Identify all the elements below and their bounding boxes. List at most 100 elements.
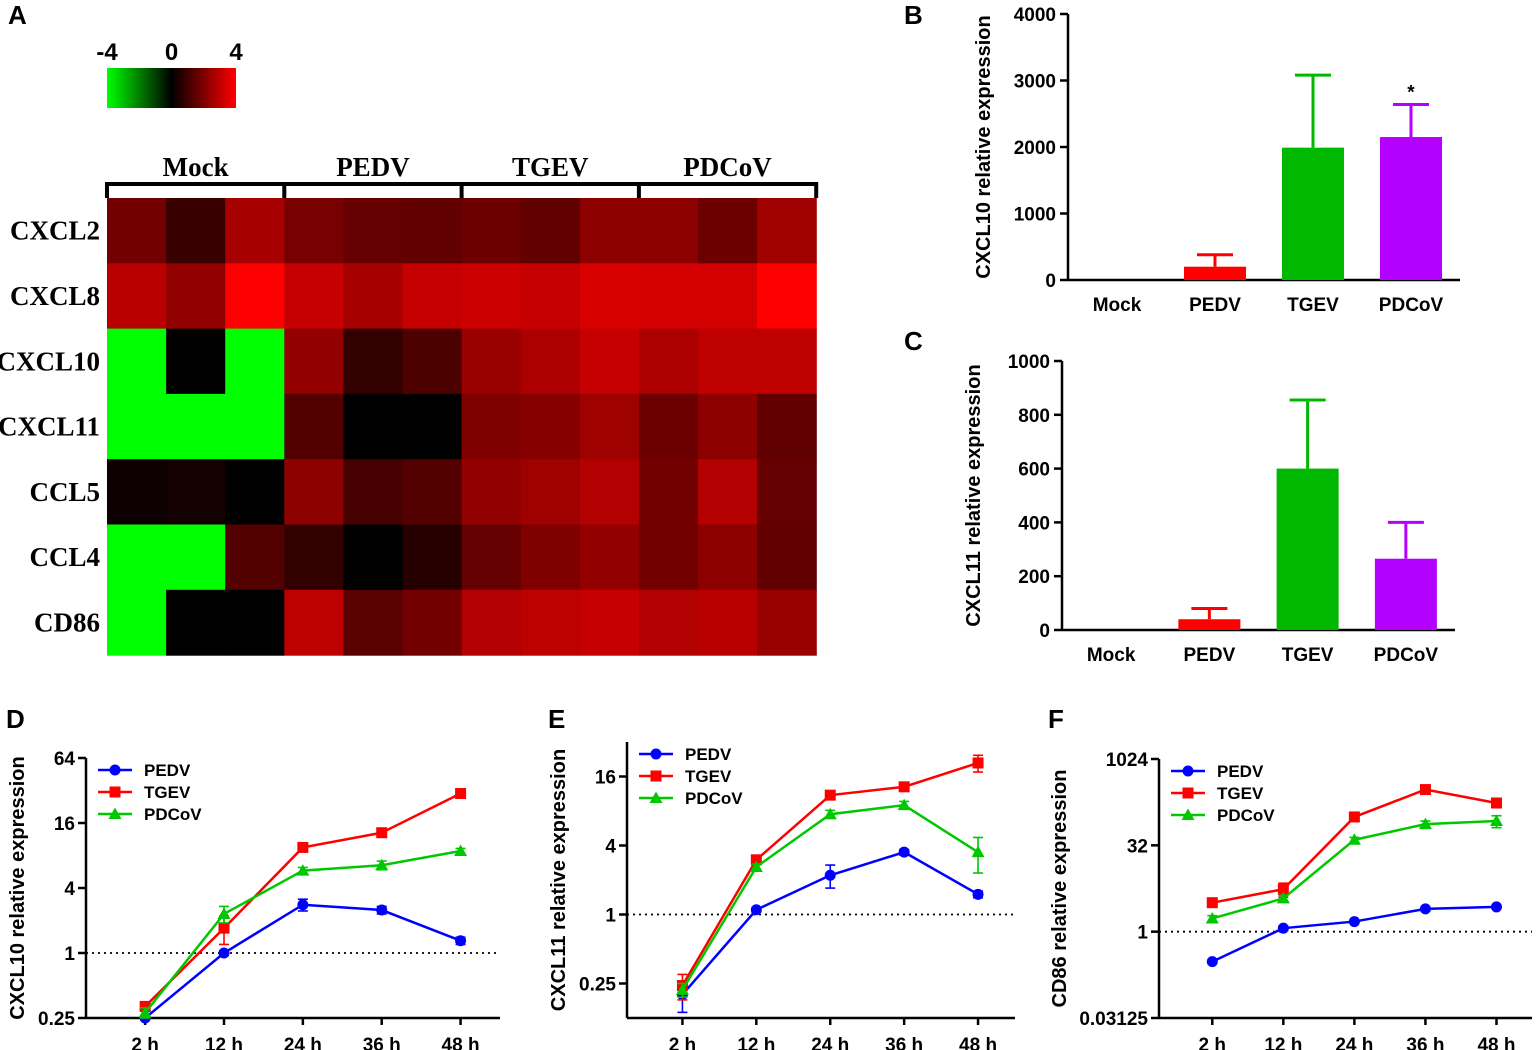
- data-point: [897, 798, 911, 811]
- heatmap-cell: [402, 263, 463, 330]
- heatmap-cell: [579, 393, 640, 460]
- x-tick-label: 24 h: [811, 1035, 849, 1050]
- legend-label: PEDV: [144, 761, 191, 780]
- group-label: Mock: [163, 152, 229, 182]
- y-tick-label: 4000: [1014, 5, 1056, 26]
- x-tick-label: 36 h: [363, 1035, 401, 1050]
- data-point: [1182, 765, 1194, 777]
- data-point: [1181, 808, 1195, 820]
- heatmap-cell: [343, 459, 404, 526]
- heatmap-cell: [402, 393, 463, 460]
- heatmap-cell: [579, 263, 640, 330]
- data-point: [972, 888, 984, 900]
- data-point: [297, 841, 309, 853]
- group-label: PEDV: [336, 152, 410, 182]
- y-tick-label: 1024: [1106, 750, 1149, 771]
- heatmap-cell: [698, 198, 758, 264]
- colorbar-label: 0: [165, 39, 178, 66]
- heatmap-cell: [698, 328, 758, 395]
- line-chart-cxcl10-time: 0.25 1 4 16 64 2 h 12 h 24 h 36 h 48 h PEDV TGEV PDC…: [7, 749, 500, 1050]
- colorbar: [107, 68, 236, 108]
- data-point: [109, 764, 121, 776]
- heatmap-cell: [461, 393, 522, 460]
- x-tick-label: 36 h: [1406, 1035, 1444, 1050]
- legend-label: PEDV: [1217, 762, 1264, 781]
- legend-label: TGEV: [685, 767, 732, 786]
- data-point: [1206, 897, 1218, 909]
- data-point: [750, 854, 762, 866]
- data-point: [455, 935, 467, 947]
- data-point: [376, 827, 388, 839]
- heatmap-cell: [225, 328, 285, 395]
- heatmap-cell: [284, 524, 344, 591]
- y-tick-label: 400: [1018, 513, 1050, 534]
- y-tick-label: 0.25: [38, 1009, 75, 1030]
- y-tick-label: 800: [1018, 406, 1050, 427]
- panel-letter-a: A: [8, 0, 27, 30]
- heatmap-cell: [520, 393, 581, 460]
- data-point: [898, 846, 910, 858]
- heatmap-cell: [638, 524, 699, 591]
- heatmap-cell: [461, 524, 522, 591]
- heatmap-cell: [284, 263, 344, 330]
- heatmap-cell: [284, 328, 344, 395]
- y-tick-label: 1: [1137, 923, 1148, 944]
- heatmap-cell: [107, 524, 167, 591]
- x-tick-label: TGEV: [1282, 645, 1334, 666]
- heatmap-cell: [284, 393, 344, 460]
- panel-letter-b: B: [904, 0, 923, 30]
- data-point: [138, 1006, 152, 1018]
- group-label: TGEV: [512, 152, 589, 182]
- data-point: [1277, 922, 1289, 934]
- heatmap-cell: [520, 459, 581, 526]
- x-tick-label: PEDV: [1184, 645, 1236, 666]
- data-point: [217, 907, 231, 919]
- data-point: [109, 786, 121, 798]
- heatmap-cell: [402, 589, 463, 656]
- significance-marker: *: [1407, 82, 1415, 103]
- data-point: [1182, 787, 1194, 799]
- panel-letter-c: C: [904, 326, 923, 356]
- data-point: [823, 807, 837, 820]
- x-tick-label: 12 h: [205, 1035, 243, 1050]
- data-point: [1205, 911, 1219, 924]
- y-tick-label: 0: [1045, 271, 1056, 292]
- heatmap-cell: [225, 589, 285, 656]
- y-tick-label: 1000: [1008, 352, 1050, 373]
- heatmap-cell: [757, 393, 817, 460]
- panel-letter-f: F: [1048, 704, 1064, 734]
- y-axis-label: CXCL10 relative expression: [7, 756, 29, 1019]
- colorbar-label: 4: [229, 39, 243, 66]
- heatmap-cell: [579, 459, 640, 526]
- data-point: [1277, 883, 1289, 895]
- heatmap-cell: [166, 459, 226, 526]
- x-tick-label: TGEV: [1287, 295, 1339, 316]
- y-tick-label: 64: [54, 749, 76, 770]
- y-tick-label: 16: [595, 768, 616, 789]
- data-point: [108, 807, 122, 819]
- heatmap-cell: [166, 198, 226, 264]
- heatmap-cell: [402, 524, 463, 591]
- x-tick-label: Mock: [1093, 295, 1142, 316]
- panel-letter-e: E: [548, 704, 565, 734]
- heatmap-cell: [698, 459, 758, 526]
- data-point: [750, 904, 762, 916]
- data-point: [455, 788, 467, 800]
- heatmap-cell: [461, 263, 522, 330]
- heatmap-cell: [107, 198, 167, 264]
- y-tick-label: 4: [64, 879, 75, 900]
- y-tick-label: 2000: [1014, 138, 1056, 159]
- heatmap-cell: [225, 524, 285, 591]
- x-tick-label: 48 h: [1477, 1035, 1515, 1050]
- heatmap-cell: [284, 198, 344, 264]
- data-point: [749, 860, 763, 872]
- y-tick-label: 600: [1018, 460, 1050, 481]
- heatmap-cell: [520, 328, 581, 395]
- heatmap-cell: [520, 263, 581, 330]
- line-chart-cxcl11-time: 0.25 1 4 16 2 h 12 h 24 h 36 h 48 h PEDV TGEV PDCoV…: [548, 742, 1015, 1050]
- heatmap-cell: [579, 328, 640, 395]
- heatmap-cell: [166, 524, 226, 591]
- heatmap-cell: [225, 393, 285, 460]
- row-label: CXCL11: [0, 412, 100, 442]
